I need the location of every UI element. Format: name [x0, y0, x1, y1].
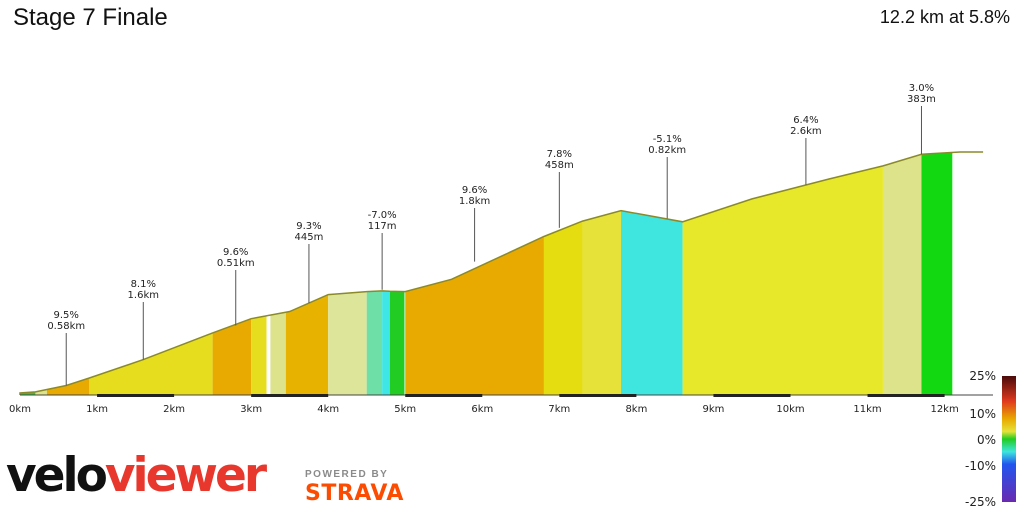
x-axis-stripe-7 [559, 394, 637, 397]
annotation-gradient-3: 9.3% [296, 221, 321, 232]
x-axis-stripe-1 [97, 394, 175, 397]
x-tick-label-9: 9km [702, 404, 724, 415]
annotation-gradient-8: 6.4% [793, 115, 818, 126]
profile-segment-16 [620, 152, 683, 395]
annotation-length-8: 2.6km [790, 126, 821, 137]
x-tick-label-12: 12km [930, 404, 958, 415]
profile-segment-18 [882, 152, 922, 395]
annotation-length-3: 445m [295, 232, 324, 243]
profile-segment-0 [20, 152, 36, 395]
annotation-gradient-9: 3.0% [909, 83, 934, 94]
legend-label-3: -10% [965, 459, 996, 473]
annotation-length-9: 383m [907, 94, 936, 105]
profile-segment-7 [270, 152, 286, 395]
profile-segment-12 [389, 152, 405, 395]
annotation-gradient-7: -5.1% [653, 134, 682, 145]
annotation-gradient-0: 9.5% [54, 310, 79, 321]
x-tick-label-10: 10km [776, 404, 804, 415]
legend-label-4: -25% [965, 495, 996, 509]
annotation-length-4: 117m [368, 221, 397, 232]
legend-label-0: 25% [969, 369, 996, 383]
x-axis-stripe-3 [251, 394, 329, 397]
x-tick-label-7: 7km [548, 404, 570, 415]
annotation-gradient-6: 7.8% [547, 149, 572, 160]
profile-outline [19, 151, 984, 395]
profile-segment-15 [582, 152, 621, 395]
logo-part-velo: velo [6, 448, 108, 503]
x-axis-stripe-5 [405, 394, 483, 397]
strava-logo[interactable]: STRAVA [305, 481, 404, 506]
logo-part-viewer: viewer [104, 448, 267, 503]
legend-label-2: 0% [977, 433, 996, 447]
profile-segment-5 [251, 152, 267, 395]
powered-by-label: POWERED BY [305, 469, 389, 480]
x-tick-label-4: 4km [317, 404, 339, 415]
annotation-length-0: 0.58km [47, 321, 85, 332]
annotation-gradient-1: 8.1% [131, 279, 156, 290]
annotation-gradient-2: 9.6% [223, 247, 248, 258]
annotation-length-5: 1.8km [459, 196, 490, 207]
x-tick-label-1: 1km [86, 404, 108, 415]
annotation-length-7: 0.82km [648, 145, 686, 156]
profile-segment-8 [285, 152, 329, 395]
x-tick-label-8: 8km [625, 404, 647, 415]
annotation-gradient-5: 9.6% [462, 185, 487, 196]
x-tick-label-2: 2km [163, 404, 185, 415]
climb-summary: 12.2 km at 5.8% [879, 7, 1010, 27]
profile-segment-19 [921, 152, 953, 395]
annotation-length-6: 458m [545, 160, 574, 171]
annotation-length-1: 1.6km [128, 290, 159, 301]
profile-segment-4 [212, 152, 252, 395]
x-tick-label-6: 6km [471, 404, 493, 415]
profile-segment-2 [46, 152, 90, 395]
profile-segment-11 [382, 152, 390, 395]
x-axis-stripe-11 [867, 394, 945, 397]
x-tick-label-0: 0km [9, 404, 31, 415]
x-axis-stripe-9 [713, 394, 791, 397]
legend-label-1: 10% [969, 407, 996, 421]
veloviewer-logo[interactable]: veloviewer [6, 452, 267, 499]
gradient-legend-bar [1002, 376, 1016, 502]
profile-segment-6 [266, 152, 271, 395]
page-title: Stage 7 Finale [13, 4, 168, 31]
profile-segment-9 [328, 152, 367, 395]
x-tick-label-5: 5km [394, 404, 416, 415]
profile-segment-14 [543, 152, 583, 395]
x-tick-label-3: 3km [240, 404, 262, 415]
annotation-length-2: 0.51km [217, 258, 255, 269]
profile-segment-3 [89, 152, 213, 395]
profile-segment-17 [682, 152, 883, 395]
profile-segment-10 [366, 152, 383, 395]
profile-segment-1 [35, 152, 47, 395]
x-tick-label-11: 11km [853, 404, 881, 415]
annotation-gradient-4: -7.0% [368, 210, 397, 221]
